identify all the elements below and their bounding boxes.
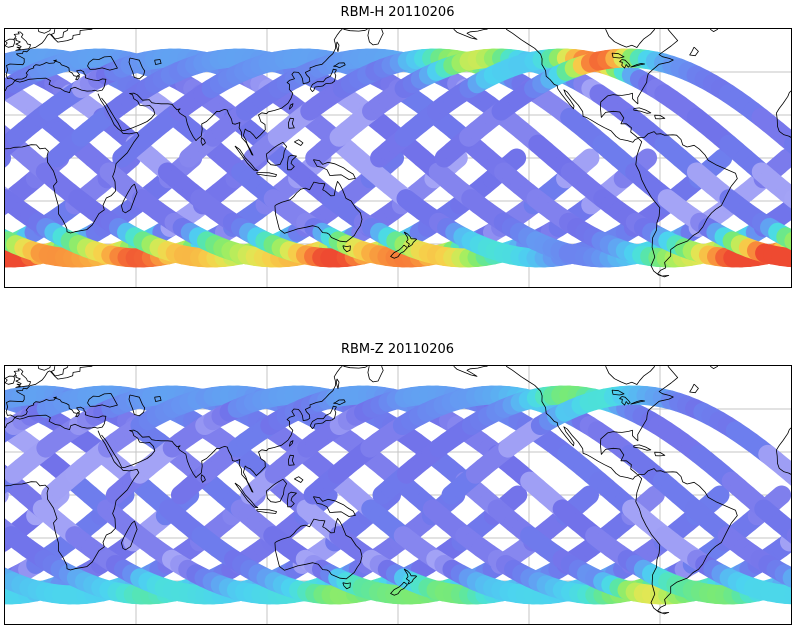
panel-1-title: RBM-H 20110206 (340, 5, 455, 20)
panel-1-map (4, 28, 792, 288)
panel-2-title: RBM-Z 20110206 (340, 342, 455, 357)
panel-2-map (4, 365, 792, 625)
rbm-z-map-canvas (5, 366, 791, 624)
rbm-h-map-canvas (5, 29, 791, 287)
